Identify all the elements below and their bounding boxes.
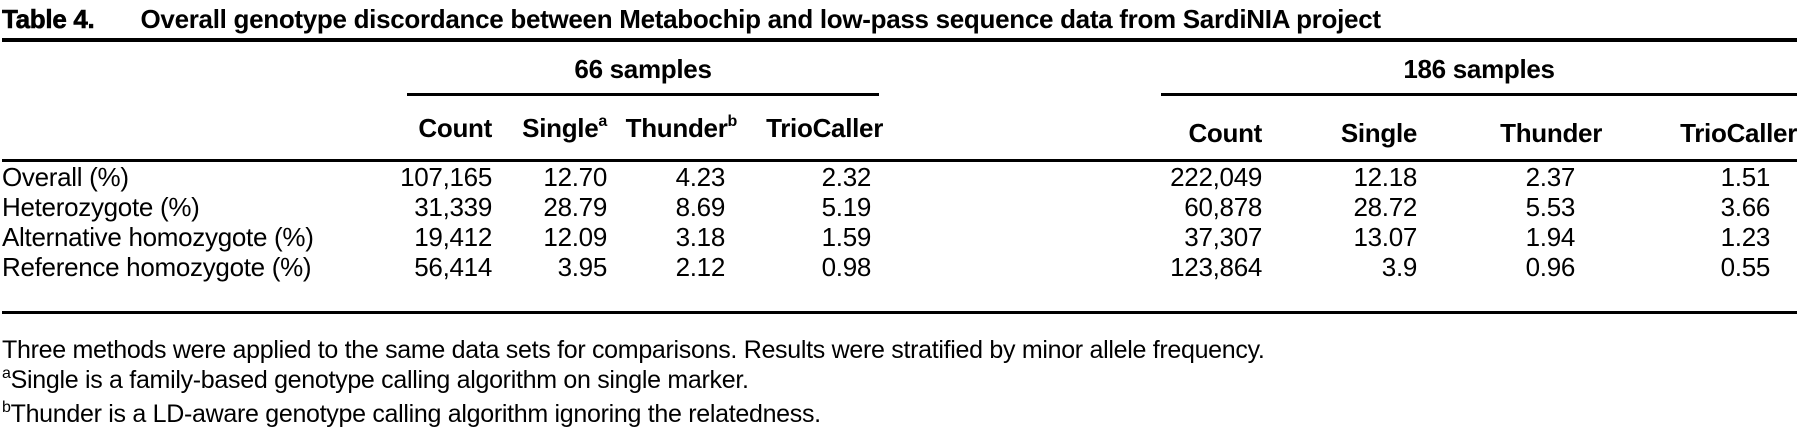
cell-value: 1.59 xyxy=(821,222,872,252)
column-header-empty xyxy=(2,96,367,162)
cell-value: 12.70 xyxy=(543,162,607,192)
cell-gap xyxy=(883,192,1157,222)
cell-value: 56,414 xyxy=(367,252,492,314)
cell-value: 4.23 xyxy=(675,162,726,192)
cell-value: 1.94 xyxy=(1525,222,1576,252)
column-header-single-186: Single xyxy=(1262,96,1418,162)
column-header-label: Single xyxy=(522,113,599,143)
cell-value: 0.98 xyxy=(737,252,884,314)
cell-value: 123,864 xyxy=(1157,252,1262,314)
footnote-b-marker: b xyxy=(2,399,11,416)
cell-gap xyxy=(883,161,1157,193)
column-header-label: Count xyxy=(418,113,492,143)
column-header-label: TrioCaller xyxy=(1680,118,1798,148)
column-header-sup: a xyxy=(598,113,607,130)
footnote-a: aSingle is a family-based genotype calli… xyxy=(2,365,1800,399)
cell-value: 5.19 xyxy=(821,192,872,222)
group-label-66-samples: 66 samples xyxy=(407,42,880,96)
cell-value: 5.53 xyxy=(1525,192,1576,222)
group-header-spacer xyxy=(2,42,367,96)
row-label: Overall (%) xyxy=(2,162,129,192)
cell-value: 37,307 xyxy=(1184,222,1263,252)
data-table: 66 samples 186 samples Count Singlea Thu… xyxy=(2,42,1797,314)
column-header-thunder-66: Thunderb xyxy=(607,96,738,162)
column-header-count-66: Count xyxy=(367,96,492,162)
cell-value: 1.23 xyxy=(1720,222,1771,252)
cell-value: 28.79 xyxy=(543,192,607,222)
cell-value: 12.18 xyxy=(1353,162,1418,192)
cell-gap xyxy=(883,222,1157,252)
group-label-186-samples: 186 samples xyxy=(1161,42,1798,96)
cell-value: 31,339 xyxy=(414,192,492,222)
column-header-label: TrioCaller xyxy=(766,113,884,143)
footnote-b-text: Thunder is a LD-aware genotype calling a… xyxy=(10,400,822,428)
cell-value: 0.96 xyxy=(1417,252,1603,314)
cell-value: 222,049 xyxy=(1170,162,1263,192)
column-header-gap xyxy=(883,96,1158,162)
cell-value: 19,412 xyxy=(414,222,492,252)
table-caption: Overall genotype discordance between Met… xyxy=(140,4,1382,34)
cell-value: 2.12 xyxy=(607,252,737,314)
cell-value: 13.07 xyxy=(1353,222,1418,252)
cell-value: 3.18 xyxy=(675,222,726,252)
cell-value: 2.37 xyxy=(1525,162,1576,192)
column-header-sup: b xyxy=(727,113,738,130)
cell-value: 0.55 xyxy=(1602,252,1798,314)
cell-value: 60,878 xyxy=(1184,192,1263,222)
footnote-a-marker: a xyxy=(2,365,11,382)
column-header-single-66: Singlea xyxy=(492,96,607,162)
cell-value: 2.32 xyxy=(821,162,872,192)
group-header-row: 66 samples 186 samples xyxy=(2,42,1798,96)
group-header-66-samples: 66 samples xyxy=(367,42,883,96)
row-label: Reference homozygote (%) xyxy=(2,252,367,314)
column-header-triocaller-66: TrioCaller xyxy=(737,96,884,162)
cell-value: 107,165 xyxy=(400,162,492,192)
table-row-alternative-homozygote: Alternative homozygote (%) 19,412 12.09 … xyxy=(2,222,1797,252)
table-title: Table 4. Overall genotype discordance be… xyxy=(2,4,1800,35)
cell-value: 3.95 xyxy=(492,252,607,314)
table-number: Table 4. xyxy=(2,4,95,35)
column-header-label: Thunder xyxy=(625,113,728,143)
footnote-a-text: Single is a family-based genotype callin… xyxy=(10,366,749,394)
column-header-count-186: Count xyxy=(1157,96,1263,162)
cell-value: 3.9 xyxy=(1262,252,1417,314)
table-row-heterozygote: Heterozygote (%) 31,339 28.79 8.69 5.19 … xyxy=(2,192,1797,222)
column-header-label: Count xyxy=(1188,118,1263,148)
cell-value: 3.66 xyxy=(1720,192,1771,222)
column-header-triocaller-186: TrioCaller xyxy=(1602,96,1798,162)
column-header-row: Count Singlea Thunderb TrioCaller Count … xyxy=(2,96,1798,162)
row-label: Heterozygote (%) xyxy=(2,192,200,222)
table-row-reference-homozygote: Reference homozygote (%) 56,414 3.95 2.1… xyxy=(2,252,1798,314)
cell-value: 28.72 xyxy=(1353,192,1418,222)
column-header-label: Single xyxy=(1340,118,1418,148)
footnote-b: bThunder is a LD-aware genotype calling … xyxy=(2,399,1800,433)
row-label: Alternative homozygote (%) xyxy=(2,222,314,252)
footnotes: Three methods were applied to the same d… xyxy=(2,335,1800,433)
group-gap xyxy=(883,42,1157,96)
column-header-thunder-186: Thunder xyxy=(1417,96,1603,162)
column-header-label: Thunder xyxy=(1500,118,1603,148)
cell-value: 8.69 xyxy=(675,192,726,222)
table-row-overall: Overall (%) 107,165 12.70 4.23 2.32 222,… xyxy=(2,161,1797,193)
footnote-general: Three methods were applied to the same d… xyxy=(2,336,1265,364)
cell-value: 12.09 xyxy=(543,222,607,252)
cell-gap xyxy=(883,252,1158,314)
group-header-186-samples: 186 samples xyxy=(1157,42,1798,96)
title-rule xyxy=(2,38,1797,42)
cell-value: 1.51 xyxy=(1720,162,1771,192)
